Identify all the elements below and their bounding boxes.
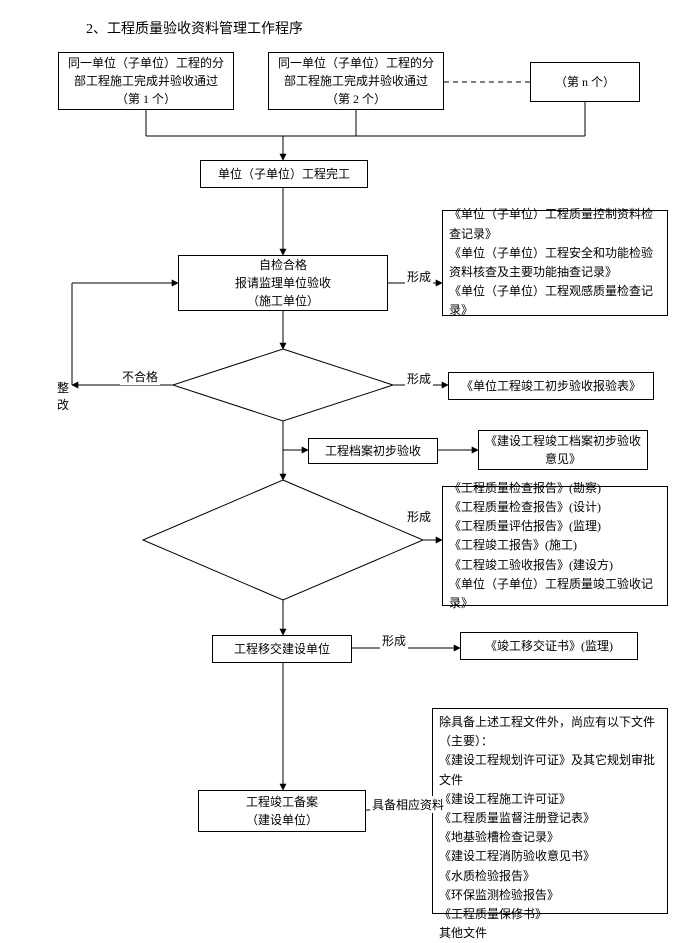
- node-handover: 工程移交建设单位: [212, 635, 352, 663]
- doc-filing-required-text: 除具备上述工程文件外，尚应有以下文件（主要）： 《建设工程规划许可证》及其它规划…: [439, 713, 661, 943]
- label-fail: 不合格: [120, 368, 160, 385]
- doc-archive-opinion: 《建设工程竣工档案初步验收意见》: [478, 430, 648, 470]
- node-archive-acceptance: 工程档案初步验收: [308, 438, 438, 464]
- label-form2: 形成: [405, 370, 433, 387]
- label-form4: 形成: [380, 632, 408, 649]
- doc-quality-records-text: 《单位（子单位）工程质量控制资料检查记录》 《单位（子单位）工程安全和功能检验资…: [449, 205, 661, 320]
- node-top-b: 同一单位（子单位）工程的分部工程施工完成并验收通过（第 2 个）: [268, 52, 444, 110]
- doc-preliminary-form: 《单位工程竣工初步验收报验表》: [448, 372, 654, 400]
- doc-quality-records: 《单位（子单位）工程质量控制资料检查记录》 《单位（子单位）工程安全和功能检验资…: [442, 210, 668, 316]
- node-selfcheck: 自检合格 报请监理单位验收 （施工单位）: [178, 255, 388, 311]
- node-complete: 单位（子单位）工程完工: [200, 160, 368, 188]
- doc-filing-required: 除具备上述工程文件外，尚应有以下文件（主要）： 《建设工程规划许可证》及其它规划…: [432, 708, 668, 914]
- node-top-a: 同一单位（子单位）工程的分部工程施工完成并验收通过（第 1 个）: [58, 52, 234, 110]
- node-preliminary-acceptance: 初步验收 （监理单位）: [223, 370, 343, 406]
- label-form1: 形成: [405, 268, 433, 285]
- node-final-acceptance: 组织设计、勘察、监理、 施工等单位竣工验收 （建设单位）: [203, 515, 363, 569]
- doc-reports-text: 《工程质量检查报告》(勘察) 《工程质量检查报告》(设计) 《工程质量评估报告》…: [449, 479, 661, 613]
- doc-handover-cert: 《竣工移交证书》(监理): [460, 632, 638, 660]
- node-top-n: （第 n 个）: [530, 62, 640, 102]
- label-form3: 形成: [405, 508, 433, 525]
- node-filing: 工程竣工备案 （建设单位）: [198, 790, 366, 832]
- doc-reports: 《工程质量检查报告》(勘察) 《工程质量检查报告》(设计) 《工程质量评估报告》…: [442, 486, 668, 606]
- label-ready: 具备相应资料: [370, 796, 446, 813]
- page-title: 2、工程质量验收资料管理工作程序: [86, 18, 303, 38]
- label-rectify: 整 改: [55, 380, 71, 414]
